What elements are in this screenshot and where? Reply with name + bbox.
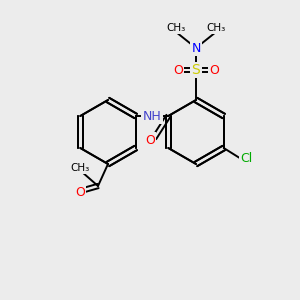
Text: Cl: Cl — [241, 152, 253, 164]
Text: O: O — [75, 185, 85, 199]
Text: O: O — [173, 64, 183, 76]
Text: S: S — [192, 63, 200, 77]
Text: CH₃: CH₃ — [167, 23, 186, 33]
Text: CH₃: CH₃ — [206, 23, 226, 33]
Text: O: O — [145, 134, 155, 146]
Text: N: N — [191, 41, 201, 55]
Text: CH₃: CH₃ — [70, 163, 90, 173]
Text: NH: NH — [142, 110, 161, 122]
Text: O: O — [209, 64, 219, 76]
